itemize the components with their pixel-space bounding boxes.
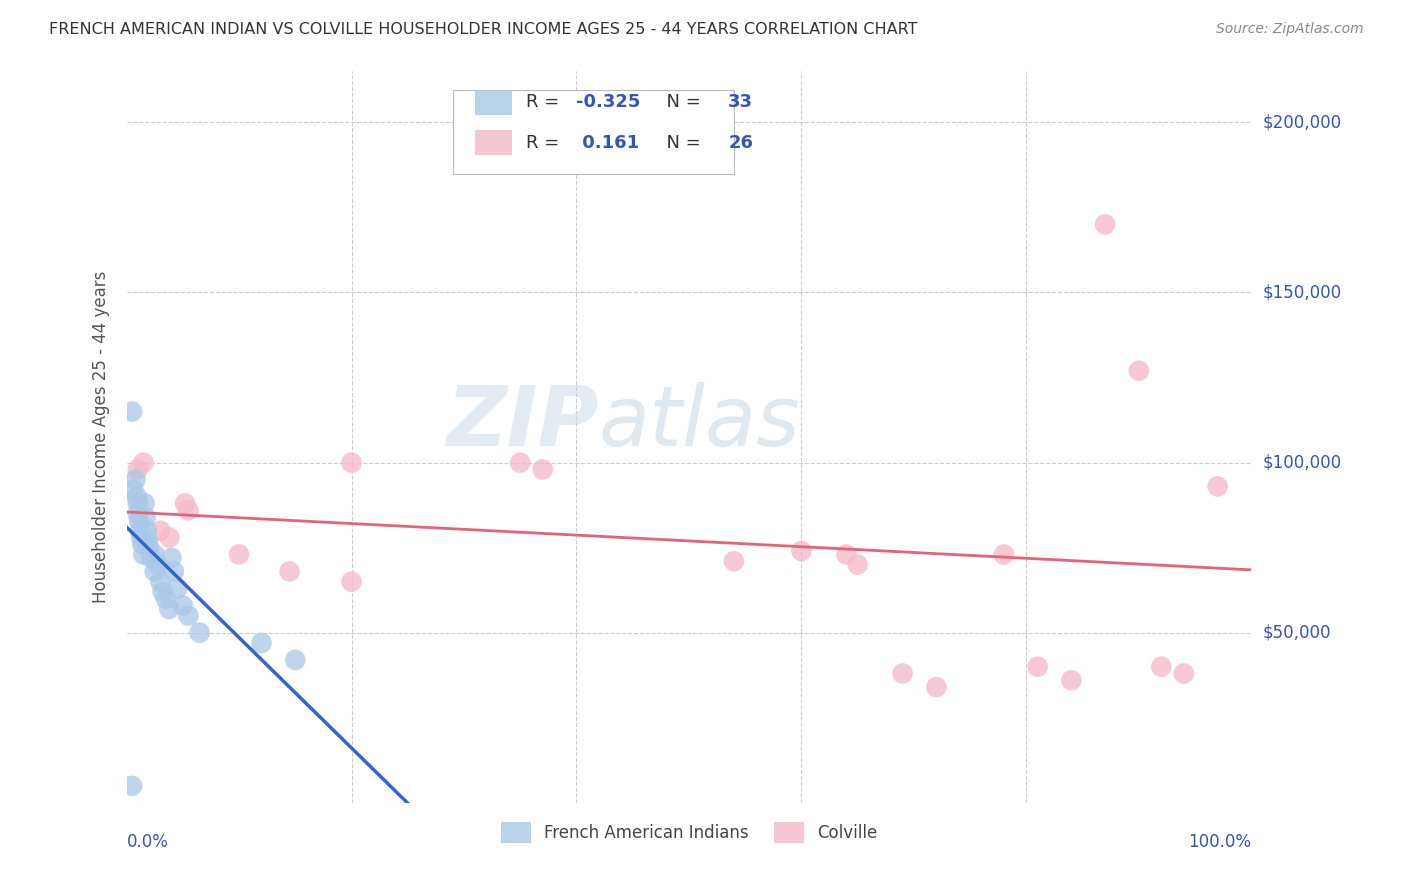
Text: Source: ZipAtlas.com: Source: ZipAtlas.com [1216, 22, 1364, 37]
Text: 100.0%: 100.0% [1188, 833, 1251, 851]
Point [723, 554, 745, 568]
Point [136, 533, 159, 548]
Point [166, 582, 188, 596]
Point [127, 462, 149, 476]
Point [160, 550, 183, 565]
Point [149, 574, 172, 589]
Point [340, 456, 363, 470]
Point [531, 462, 554, 476]
Point [250, 636, 273, 650]
Point [284, 653, 307, 667]
Point [172, 599, 194, 613]
Point [157, 602, 180, 616]
Point [846, 558, 869, 572]
Text: atlas: atlas [599, 382, 800, 463]
Text: $50,000: $50,000 [1263, 624, 1331, 641]
Point [134, 496, 156, 510]
Point [177, 503, 200, 517]
Point [135, 524, 157, 538]
Point [132, 548, 155, 562]
Point [1173, 666, 1195, 681]
Text: $150,000: $150,000 [1263, 284, 1341, 301]
Point [1128, 364, 1150, 378]
Point [925, 680, 948, 694]
Point [1060, 673, 1083, 688]
Legend: French American Indians, Colville: French American Indians, Colville [494, 815, 884, 849]
Point [127, 507, 149, 521]
Point [155, 591, 177, 606]
Point [132, 456, 155, 470]
Point [128, 513, 150, 527]
Y-axis label: Householder Income Ages 25 - 44 years: Householder Income Ages 25 - 44 years [91, 271, 110, 603]
Point [340, 574, 363, 589]
Point [149, 524, 172, 538]
Point [835, 548, 858, 562]
Point [1026, 659, 1049, 673]
Point [122, 483, 145, 497]
Point [141, 550, 163, 565]
Point [135, 510, 157, 524]
Point [146, 558, 169, 572]
Point [157, 531, 180, 545]
Point [278, 565, 301, 579]
Point [143, 548, 166, 562]
Point [177, 608, 200, 623]
Point [509, 456, 531, 470]
Text: FRENCH AMERICAN INDIAN VS COLVILLE HOUSEHOLDER INCOME AGES 25 - 44 YEARS CORRELA: FRENCH AMERICAN INDIAN VS COLVILLE HOUSE… [49, 22, 918, 37]
Point [163, 565, 186, 579]
Point [1094, 218, 1116, 232]
Point [174, 496, 197, 510]
Point [188, 625, 211, 640]
Text: $100,000: $100,000 [1263, 454, 1341, 472]
Point [131, 537, 153, 551]
Point [143, 565, 166, 579]
Point [125, 490, 148, 504]
Point [129, 524, 152, 538]
Point [121, 779, 143, 793]
Point [1206, 479, 1229, 493]
Point [891, 666, 914, 681]
Point [152, 585, 174, 599]
Point [121, 404, 143, 418]
Point [228, 548, 250, 562]
Point [138, 541, 160, 555]
Point [129, 531, 152, 545]
Text: 0.0%: 0.0% [127, 833, 169, 851]
Point [1150, 659, 1173, 673]
Point [993, 548, 1015, 562]
Point [124, 473, 146, 487]
Text: $200,000: $200,000 [1263, 113, 1341, 131]
Point [127, 496, 149, 510]
Point [790, 544, 813, 558]
Text: ZIP: ZIP [446, 382, 599, 463]
